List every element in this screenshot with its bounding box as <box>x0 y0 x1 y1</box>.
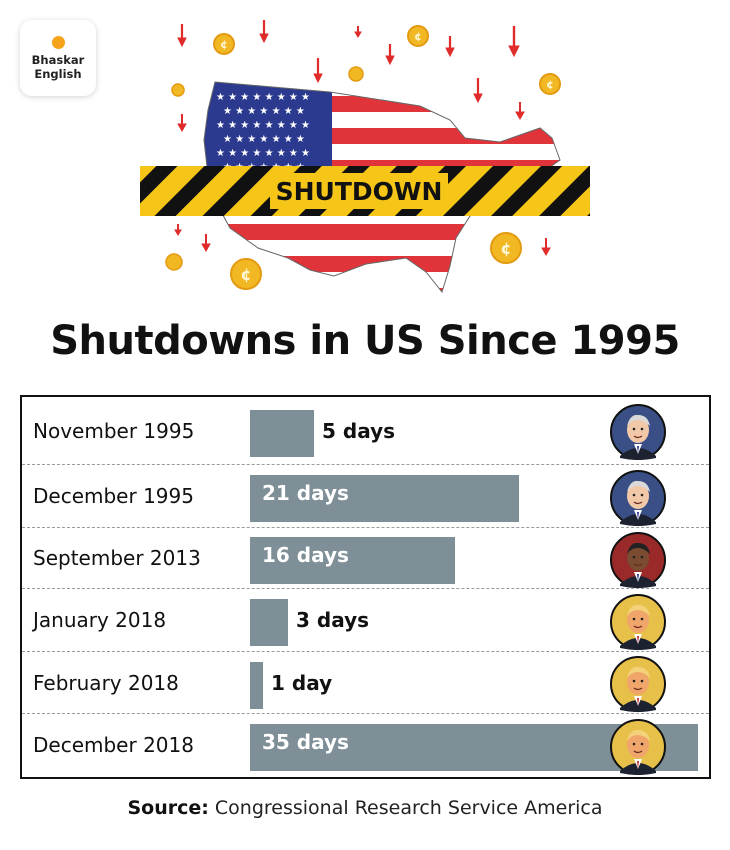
chart-row: December 1995 21 days <box>22 465 709 528</box>
clinton-portrait-icon <box>610 470 666 526</box>
arrow-icon <box>515 102 525 121</box>
chart-title: Shutdowns in US Since 1995 <box>50 318 680 364</box>
chart-row: September 2013 16 days <box>22 528 709 589</box>
shutdown-illustration: ¢ ¢ ¢ ¢ ¢ ★ ★ ★ ★ ★ ★ ★ ★ ★ ★ ★ ★ ★ ★ ★ … <box>140 20 590 294</box>
svg-text:★ ★ ★ ★ ★ ★ ★: ★ ★ ★ ★ ★ ★ ★ <box>223 106 305 117</box>
coin-icon <box>171 83 185 97</box>
coin-icon <box>348 66 364 82</box>
trump-portrait-icon <box>610 719 666 775</box>
chart-row: January 2018 3 days <box>22 589 709 652</box>
arrow-icon <box>473 78 483 104</box>
svg-text:★ ★ ★ ★ ★ ★ ★: ★ ★ ★ ★ ★ ★ ★ <box>223 134 305 145</box>
banner-text: SHUTDOWN <box>276 177 443 206</box>
chart-row: December 2018 35 days <box>22 714 709 777</box>
value-label: 35 days <box>262 730 349 754</box>
arrow-icon <box>445 36 455 58</box>
category-label: February 2018 <box>33 671 179 695</box>
category-label: December 2018 <box>33 733 194 757</box>
arrow-icon <box>177 24 187 48</box>
svg-text:¢: ¢ <box>500 239 511 258</box>
coin-icon: ¢ <box>213 33 235 55</box>
data-bar <box>250 410 314 457</box>
coin-icon: ¢ <box>539 73 561 95</box>
trump-portrait-icon <box>610 656 666 712</box>
arrow-icon <box>385 44 395 66</box>
category-label: September 2013 <box>33 546 201 570</box>
data-bar <box>250 475 519 522</box>
svg-text:★ ★ ★ ★ ★ ★ ★ ★: ★ ★ ★ ★ ★ ★ ★ ★ <box>216 148 310 159</box>
shutdown-bar-chart: November 1995 5 days December 1995 21 days S… <box>20 395 711 779</box>
svg-text:¢: ¢ <box>220 38 228 51</box>
arrow-icon <box>354 26 362 38</box>
chart-row: November 1995 5 days <box>22 397 709 465</box>
coin-icon <box>165 253 183 271</box>
svg-text:¢: ¢ <box>546 78 554 91</box>
logo-text: Bhaskar English <box>32 53 85 81</box>
logo-dot-icon <box>51 35 65 49</box>
brand-logo: Bhaskar English <box>20 20 96 96</box>
svg-text:¢: ¢ <box>414 30 422 43</box>
logo-line-2: English <box>34 66 82 81</box>
logo-line-1: Bhaskar <box>31 52 85 67</box>
category-label: December 1995 <box>33 484 194 508</box>
value-label: 3 days <box>296 608 370 632</box>
obama-portrait-icon <box>610 532 666 588</box>
category-label: November 1995 <box>33 419 195 443</box>
falling-arrows <box>174 20 551 257</box>
arrow-icon <box>174 224 182 236</box>
arrow-icon <box>259 20 269 44</box>
category-label: January 2018 <box>33 608 167 632</box>
svg-text:¢: ¢ <box>240 265 251 284</box>
source-line: Source: Congressional Research Service A… <box>0 797 730 819</box>
value-label: 21 days <box>262 481 349 505</box>
coins: ¢ ¢ ¢ ¢ ¢ <box>165 25 561 290</box>
trump-portrait-icon <box>610 594 666 650</box>
coin-icon: ¢ <box>490 232 522 264</box>
arrow-icon <box>177 114 187 133</box>
value-label: 16 days <box>262 543 349 567</box>
value-label: 1 day <box>271 671 333 695</box>
arrow-icon <box>313 58 323 84</box>
coin-icon: ¢ <box>407 25 429 47</box>
shutdown-banner: SHUTDOWN <box>140 166 590 216</box>
arrow-icon <box>201 234 211 253</box>
value-label: 5 days <box>322 419 396 443</box>
data-bar <box>250 599 288 646</box>
arrow-icon <box>541 238 551 257</box>
source-label: Source: <box>127 797 209 819</box>
data-bar <box>250 662 263 709</box>
svg-text:★ ★ ★ ★ ★ ★ ★ ★: ★ ★ ★ ★ ★ ★ ★ ★ <box>216 120 310 131</box>
source-text: Congressional Research Service America <box>214 797 603 819</box>
svg-text:★ ★ ★ ★ ★ ★ ★ ★: ★ ★ ★ ★ ★ ★ ★ ★ <box>216 92 310 103</box>
coin-icon: ¢ <box>230 258 262 290</box>
data-bar <box>250 537 455 584</box>
chart-row: February 2018 1 day <box>22 652 709 714</box>
arrow-icon <box>508 26 520 58</box>
clinton-portrait-icon <box>610 404 666 460</box>
